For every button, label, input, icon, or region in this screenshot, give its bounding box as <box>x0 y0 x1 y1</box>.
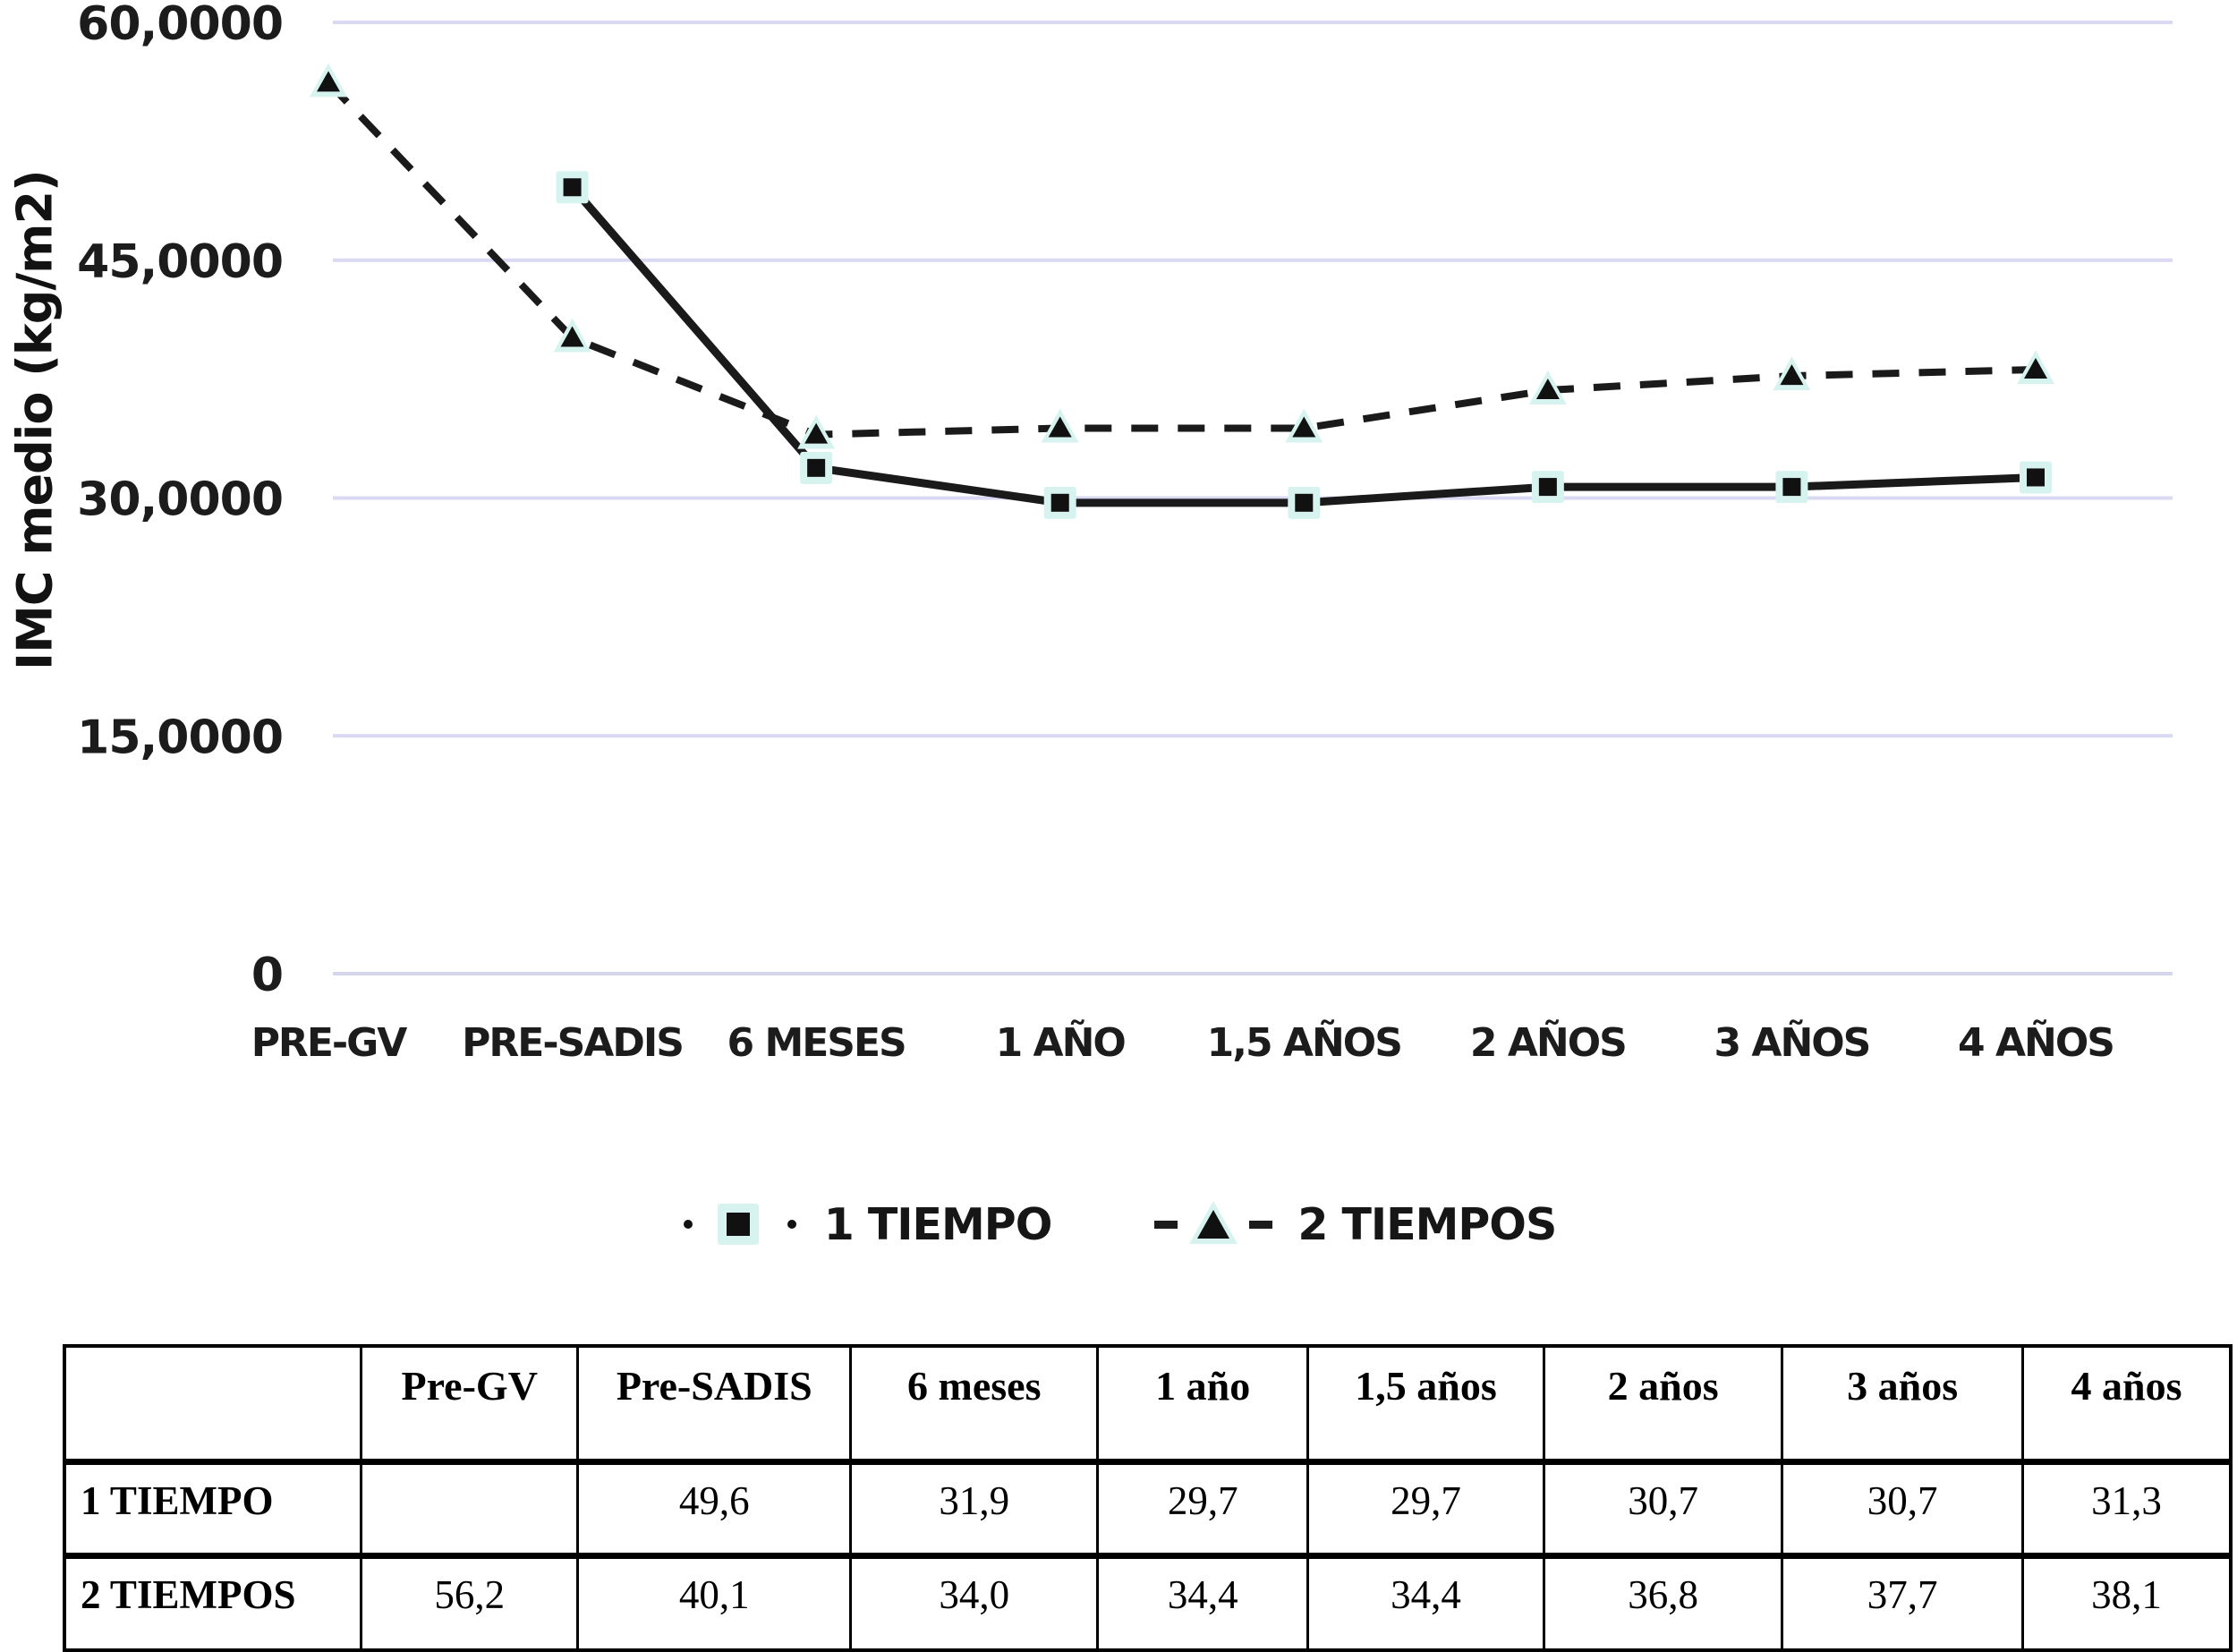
table-header-cell: 3 años <box>1781 1346 2024 1465</box>
table-header-cell: 1 año <box>1096 1346 1310 1465</box>
table-header-cell <box>63 1346 363 1465</box>
table-cell: 49,6 <box>576 1461 853 1559</box>
x-tick-label: PRE-SADIS <box>462 1020 683 1066</box>
x-tick-label: 2 AÑOS <box>1470 1018 1626 1066</box>
legend-label: 2 TIEMPOS <box>1297 1198 1557 1250</box>
chart-legend: 1 TIEMPO 2 TIEMPOS <box>0 1196 2237 1253</box>
square-data-marker <box>1782 478 1801 497</box>
series-line-1-tiempo <box>569 184 2037 507</box>
line-chart: 60,0000 45,0000 30,0000 15,0000 0 PRE-GV PRE-S… <box>77 0 2173 1066</box>
y-tick-label: 30,0000 <box>77 473 283 527</box>
square-data-marker <box>563 178 582 197</box>
table-cell: 30,7 <box>1542 1461 1784 1559</box>
table-header-cell: 4 años <box>2021 1346 2233 1465</box>
y-tick-label: 45,0000 <box>77 235 283 289</box>
data-table: Pre-GV Pre-SADIS 6 meses 1 año 1,5 años 2 año… <box>63 1344 2233 1652</box>
square-data-marker <box>1295 493 1314 512</box>
square-data-marker <box>807 458 826 477</box>
triangle-data-marker <box>804 422 829 444</box>
triangle-data-marker <box>1780 364 1804 386</box>
table-cell: 29,7 <box>1096 1461 1310 1559</box>
table-row: 2 TIEMPOS 56,2 40,1 34,0 34,4 34,4 36,8 37,7 38,… <box>63 1555 2233 1650</box>
x-tick-label: PRE-GV <box>251 1020 408 1066</box>
x-tick-label: 4 AÑOS <box>1958 1018 2114 1066</box>
table-cell: 30,7 <box>1781 1461 2024 1559</box>
table-header-cell: 6 meses <box>849 1346 1100 1465</box>
square-marker-icon <box>683 1204 796 1245</box>
legend-item-1-tiempo: 1 TIEMPO <box>681 1196 1052 1253</box>
y-tick-label: 60,0000 <box>77 0 283 51</box>
table-cell: 34,4 <box>1096 1555 1310 1650</box>
table-cell: 37,7 <box>1781 1555 2024 1650</box>
table-row: 1 TIEMPO 49,6 31,9 29,7 29,7 30,7 30,7 31,3 <box>63 1461 2233 1559</box>
table-cell <box>360 1461 580 1559</box>
table-cell: 34,4 <box>1306 1555 1545 1650</box>
table-cell: 31,3 <box>2021 1461 2233 1559</box>
y-tick-label: 0 <box>251 949 283 1002</box>
y-tick-label: 15,0000 <box>77 711 283 764</box>
triangle-data-marker <box>1048 416 1072 438</box>
square-data-marker <box>2027 468 2045 487</box>
table-cell: 31,9 <box>849 1461 1100 1559</box>
table-header-cell: Pre-SADIS <box>576 1346 853 1465</box>
x-tick-label: 1 AÑO <box>996 1018 1126 1066</box>
table-cell: 36,8 <box>1542 1555 1784 1650</box>
square-data-marker <box>1050 493 1069 512</box>
legend-label: 1 TIEMPO <box>823 1198 1053 1250</box>
triangle-data-marker <box>2024 357 2047 379</box>
y-axis-title: IMC medio (kg/m2) <box>6 170 64 671</box>
x-tick-label: 6 MESES <box>727 1020 906 1066</box>
triangle-marker-icon <box>1154 1201 1273 1244</box>
triangle-data-marker <box>1292 416 1316 438</box>
table-header-cell: Pre-GV <box>360 1346 580 1465</box>
table-cell: 34,0 <box>849 1555 1100 1650</box>
legend-item-2-tiempos: 2 TIEMPOS <box>1154 1196 1557 1253</box>
table-cell: 56,2 <box>360 1555 580 1650</box>
series-line-2-tiempos <box>326 80 2037 439</box>
x-tick-label: 3 AÑOS <box>1714 1018 1869 1066</box>
x-tick-label: 1,5 AÑOS <box>1207 1018 1401 1066</box>
square-data-marker <box>1538 478 1557 497</box>
table-header-row: Pre-GV Pre-SADIS 6 meses 1 año 1,5 años 2 año… <box>63 1346 2233 1465</box>
triangle-data-marker <box>317 71 340 92</box>
table-header-cell: 2 años <box>1542 1346 1784 1465</box>
table-header-cell: 1,5 años <box>1306 1346 1545 1465</box>
table-row-label: 2 TIEMPOS <box>63 1555 363 1650</box>
table-row-label: 1 TIEMPO <box>63 1461 363 1559</box>
table-cell: 38,1 <box>2021 1555 2233 1650</box>
triangle-data-marker <box>1535 379 1560 400</box>
table-cell: 29,7 <box>1306 1461 1545 1559</box>
triangle-data-marker <box>560 326 584 347</box>
table-cell: 40,1 <box>576 1555 853 1650</box>
